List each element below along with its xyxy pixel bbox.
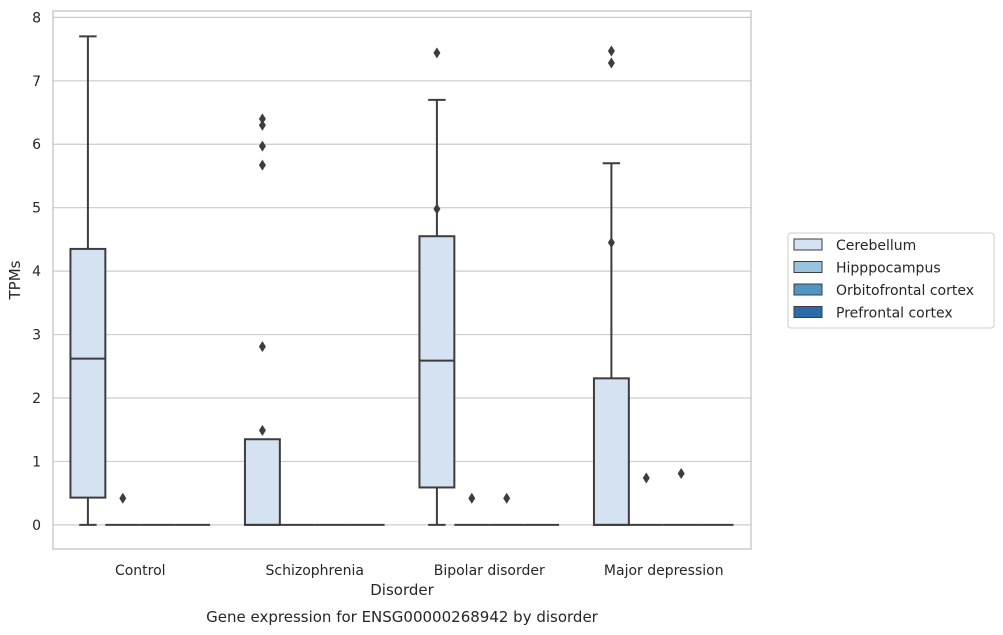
outlier-point [258, 113, 266, 125]
outlier-point [607, 237, 615, 249]
outlier-point [258, 424, 266, 436]
legend-frame [787, 232, 995, 329]
y-tick-label: 4 [32, 264, 41, 280]
box-cerebellum [69, 35, 107, 526]
y-axis-title: TPMs [6, 260, 24, 300]
outlier-point [607, 45, 615, 57]
legend-label: Orbitofrontal cortex [836, 283, 974, 299]
boxes [69, 35, 734, 526]
y-tick-labels: 0 1 2 3 4 5 6 7 8 [32, 10, 41, 534]
y-tick-label: 1 [32, 454, 41, 470]
legend-label: Cerebellum [836, 238, 916, 254]
box-hipppocampus [454, 492, 490, 526]
outlier-point [642, 472, 650, 484]
box-orbitofrontal-cortex [663, 468, 699, 526]
box-hipppocampus [105, 492, 141, 526]
y-tick-label: 7 [32, 74, 41, 90]
outlier-point [433, 203, 441, 215]
outlier-point [258, 159, 266, 171]
y-tick-label: 0 [32, 518, 41, 534]
y-tick-label: 5 [32, 201, 41, 217]
gridlines [53, 16, 751, 526]
legend-label: Prefrontal cortex [836, 306, 953, 322]
box-body [418, 235, 456, 489]
legend-item: Hipppocampus [793, 261, 941, 277]
outlier-point [677, 468, 685, 480]
legend-swatch [793, 306, 823, 318]
y-tick-label: 2 [32, 391, 41, 407]
box-hipppocampus [628, 472, 664, 526]
legend-swatch [793, 261, 823, 273]
legend-item: Cerebellum [793, 238, 916, 254]
outlier-point [119, 492, 127, 504]
legend-item: Orbitofrontal cortex [793, 283, 974, 299]
box-cerebellum [418, 47, 456, 526]
outlier-point [607, 57, 615, 69]
box-cerebellum [592, 45, 630, 526]
y-tick-label: 3 [32, 328, 41, 344]
x-tick-label: Control [115, 563, 166, 579]
x-tick-label: Major depression [604, 563, 724, 579]
box-body [243, 438, 281, 526]
legend-swatch [793, 283, 823, 296]
x-tick-label: Bipolar disorder [434, 563, 545, 579]
box-body [69, 247, 107, 499]
box-body [592, 377, 630, 526]
legend: Cerebellum Hipppocampus Orbitofrontal cort… [787, 232, 995, 329]
legend-swatch [793, 238, 823, 251]
legend-item: Prefrontal cortex [793, 306, 953, 322]
legend-label: Hipppocampus [836, 261, 941, 277]
box-orbitofrontal-cortex [489, 492, 525, 526]
x-tick-labels: Control Schizophrenia Bipolar disorder Majo… [115, 563, 724, 579]
outlier-point [258, 119, 266, 131]
outlier-point [468, 492, 476, 504]
outlier-point [433, 47, 441, 59]
y-tick-label: 6 [32, 137, 41, 153]
outlier-point [258, 341, 266, 353]
outlier-point [258, 140, 266, 152]
plot-frame [52, 10, 752, 550]
box-cerebellum [243, 113, 281, 526]
outlier-point [503, 492, 511, 504]
x-tick-label: Schizophrenia [266, 563, 364, 579]
figure-caption: Gene expression for ENSG00000268942 by d… [206, 608, 599, 626]
x-axis-title: Disorder [370, 581, 434, 599]
y-tick-label: 8 [32, 10, 41, 26]
